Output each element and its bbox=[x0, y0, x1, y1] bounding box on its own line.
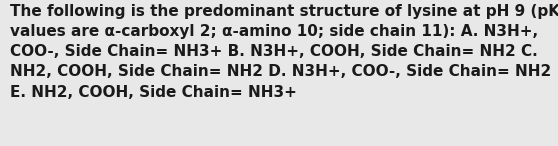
Text: The following is the predominant structure of lysine at pH 9 (pKa
values are α-c: The following is the predominant structu… bbox=[10, 4, 558, 100]
